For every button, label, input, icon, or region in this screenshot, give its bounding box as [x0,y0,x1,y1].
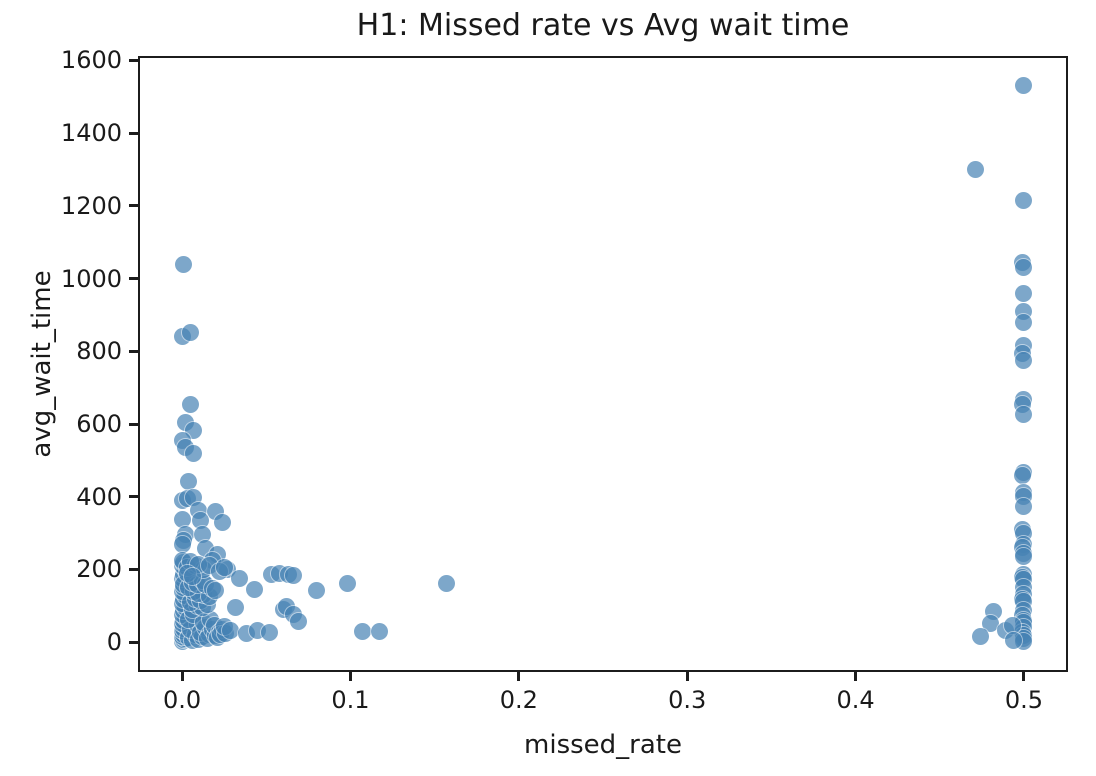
x-axis-label: missed_rate [524,730,682,760]
data-point [1015,351,1033,369]
data-point [185,488,203,506]
y-tick-mark [129,131,140,135]
data-point [1003,616,1021,634]
x-tick-label: 0.2 [499,686,538,714]
data-point [227,599,245,617]
data-point [370,622,388,640]
data-point [175,255,193,273]
y-axis-label: avg_wait_time [27,270,57,458]
y-tick-label: 1600 [60,46,122,75]
data-point [180,472,198,490]
x-tick-mark [348,670,352,681]
data-point [1015,313,1033,331]
data-point [284,567,302,585]
data-point [192,511,210,529]
data-point [182,323,199,341]
data-point [971,627,989,645]
data-point [1015,284,1033,302]
data-point [215,559,233,577]
data-point [193,525,211,543]
x-tick-mark [854,670,858,681]
chart-title: H1: Missed rate vs Avg wait time [356,8,850,43]
x-tick-mark [180,670,184,681]
x-tick-mark [685,670,689,681]
y-tick-mark [129,204,140,208]
y-tick-label: 1000 [60,264,122,293]
y-tick-label: 0 [106,628,122,657]
y-tick-mark [129,495,140,499]
x-tick-label: 0.4 [836,686,875,714]
y-tick-label: 600 [76,410,122,438]
data-point [1005,631,1023,649]
data-point [230,570,248,588]
y-tick-mark [129,422,140,426]
data-point [437,575,455,593]
y-tick-label: 1400 [60,119,122,148]
x-tick-mark [517,670,521,681]
data-point [222,621,240,639]
y-tick-label: 1200 [60,191,122,220]
data-point [1015,77,1033,95]
data-point [185,444,203,462]
data-point [353,622,371,640]
data-point [183,567,201,585]
data-point [213,513,231,531]
x-tick-label: 0.3 [668,686,707,714]
data-point [1015,259,1033,277]
x-tick-label: 0.0 [162,686,202,714]
y-tick-mark [129,277,140,281]
data-point [1013,467,1031,485]
data-point [173,510,191,528]
y-tick-label: 400 [76,482,122,511]
data-point [338,575,356,593]
data-point [1015,406,1033,424]
data-point [981,615,999,633]
x-tick-label: 0.5 [1004,686,1043,714]
x-tick-label: 0.1 [331,686,370,714]
data-point [207,582,225,600]
plot-area: 0.0 0.1 0.2 0.3 0.4 0.5 0 200 400 600 800 1000 1200 1… [61,46,1068,714]
data-point [261,623,279,641]
y-tick-mark [129,349,140,353]
data-point [1015,548,1033,566]
data-point [173,535,191,553]
y-tick-label: 200 [76,555,122,584]
data-point [1015,498,1033,516]
y-tick-mark [129,58,140,62]
data-point [966,160,984,178]
data-point [308,582,326,600]
y-tick-label: 800 [76,337,122,366]
x-tick-mark [1022,670,1026,681]
data-point [1015,191,1033,209]
y-tick-mark [129,640,140,644]
data-point [245,580,263,598]
data-point [289,612,307,630]
y-tick-mark [129,567,140,571]
data-point [182,395,199,413]
